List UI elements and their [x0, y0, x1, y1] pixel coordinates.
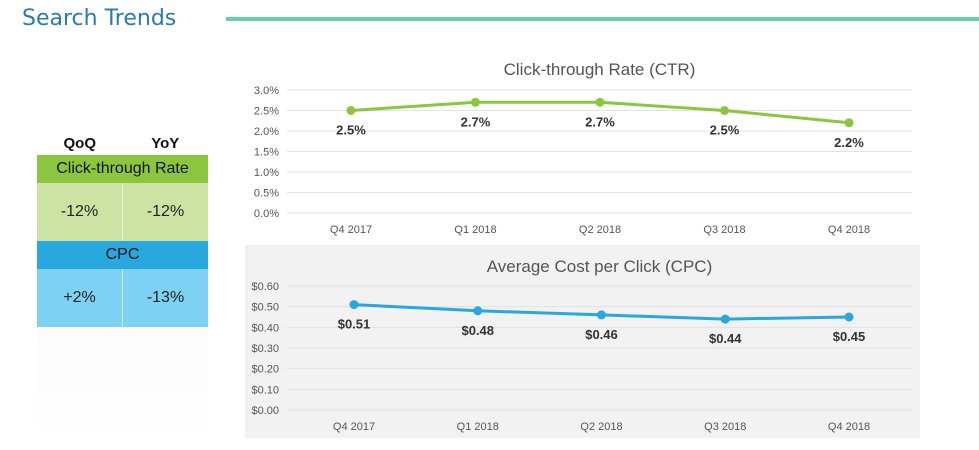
ctr-data-label: 2.5%: [336, 123, 366, 138]
ctr-values-row: -12% -12%: [37, 183, 208, 241]
ctr-data-point: [346, 106, 356, 115]
ctr-title: Click-through Rate (CTR): [504, 60, 696, 79]
ctr-ytick-label: 0.5%: [254, 188, 279, 200]
cpc-xtick-label: Q1 2018: [457, 421, 499, 433]
cpc-ytick-label: $0.30: [251, 343, 279, 355]
cpc-data-label: $0.46: [585, 327, 618, 342]
ctr-data-point: [471, 97, 480, 107]
cpc-data-point: [349, 300, 359, 310]
ctr-yoy-value: -12%: [122, 183, 208, 241]
ctr-data-label: 2.7%: [585, 114, 615, 129]
cpc-chart-svg: Average Cost per Click (CPC) $0.00 $0.10 $0…: [251, 257, 912, 433]
header-yoy: YoY: [151, 134, 180, 152]
cpc-xtick-label: Q2 2018: [580, 421, 622, 433]
cpc-xtick-label: Q4 2017: [333, 421, 375, 433]
ctr-xtick-label: Q4 2017: [330, 224, 372, 236]
cpc-ytick-label: $0.40: [251, 322, 279, 334]
cpc-data-point: [473, 306, 483, 316]
cpc-yoy-value: -13%: [122, 269, 208, 327]
cpc-data-label: $0.51: [338, 317, 371, 332]
cpc-ytick-label: $0.50: [251, 302, 279, 314]
cpc-qoq-value: +2%: [63, 289, 96, 306]
ctr-data-point: [720, 106, 729, 115]
ctr-ytick-label: 0.0%: [254, 208, 279, 220]
cpc-data-label: $0.44: [709, 331, 742, 346]
ctr-qoq-value: -12%: [60, 203, 99, 220]
ctr-section-label: Click-through Rate: [37, 155, 208, 183]
ctr-chart-svg: Click-through Rate (CTR) 0.0% 0.5% 1.0% 1.5%…: [254, 60, 912, 236]
ctr-data-label: 2.2%: [834, 135, 864, 150]
ctr-ytick-label: 1.5%: [254, 147, 279, 159]
ctr-ytick-label: 1.0%: [254, 167, 279, 179]
cpc-data-point: [597, 310, 606, 320]
kpi-table: QoQ YoY Click-through Rate -12% -12% CPC…: [37, 131, 208, 437]
header-qoq: QoQ: [63, 134, 97, 152]
ctr-xtick-label: Q2 2018: [579, 224, 621, 236]
cpc-chart: Average Cost per Click (CPC) $0.00 $0.10 $0…: [245, 245, 920, 438]
section-title: Search Trends: [22, 6, 177, 31]
cpc-ytick-label: $0.10: [251, 384, 279, 396]
kpi-table-header: QoQ YoY: [37, 131, 208, 155]
cpc-data-label: $0.45: [833, 329, 866, 344]
ctr-chart: Click-through Rate (CTR) 0.0% 0.5% 1.0% 1.5%…: [245, 50, 920, 245]
table-fade: [37, 327, 208, 437]
cpc-section-label: CPC: [37, 241, 208, 269]
cpc-data-point: [720, 314, 730, 324]
cpc-values-row: +2% -13%: [37, 269, 208, 327]
ctr-data-label: 2.7%: [461, 114, 491, 129]
title-divider: [226, 17, 979, 21]
ctr-ytick-label: 2.0%: [254, 126, 279, 138]
ctr-xtick-label: Q4 2018: [828, 224, 870, 236]
cpc-xtick-label: Q4 2018: [828, 421, 870, 433]
cpc-ytick-label: $0.20: [251, 364, 279, 376]
cpc-xtick-label: Q3 2018: [704, 421, 746, 433]
cpc-ytick-label: $0.60: [251, 281, 279, 293]
cpc-data-point: [844, 312, 854, 322]
ctr-data-point: [844, 118, 854, 128]
cpc-title: Average Cost per Click (CPC): [487, 257, 712, 276]
ctr-data-label: 2.5%: [710, 123, 740, 138]
cpc-ytick-label: $0.00: [251, 405, 279, 417]
ctr-ytick-label: 3.0%: [254, 85, 279, 97]
ctr-xtick-label: Q3 2018: [703, 224, 745, 236]
cpc-data-label: $0.48: [461, 323, 494, 338]
ctr-xtick-label: Q1 2018: [454, 224, 496, 236]
ctr-data-point: [595, 97, 605, 107]
ctr-ytick-label: 2.5%: [254, 106, 279, 118]
